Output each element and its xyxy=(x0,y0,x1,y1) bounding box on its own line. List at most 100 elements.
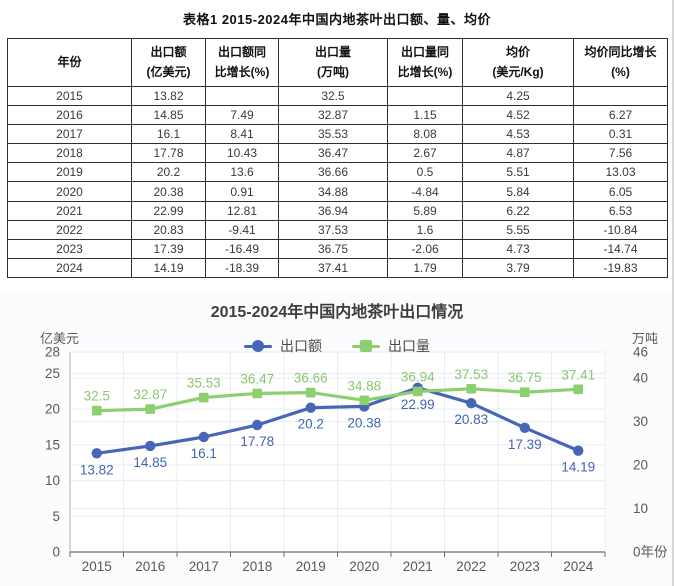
table-cell xyxy=(205,85,279,107)
data-point-出口额-2024[interactable] xyxy=(573,445,584,456)
table-row: 2021 22.99 12.81 36.94 5.89 6.22 6.53 xyxy=(7,200,668,221)
table-cell: 34.88 xyxy=(278,181,388,202)
data-label-出口量: 37.53 xyxy=(454,367,488,382)
data-point-出口额-2019[interactable] xyxy=(305,402,316,413)
table-cell: 5.55 xyxy=(462,219,574,240)
table-row: 2017 16.1 8.41 35.53 8.08 4.53 0.31 xyxy=(7,124,668,145)
table-cell: 2017 xyxy=(7,124,132,145)
table-head: 年份 出口额 (亿美元) 出口额同 比增长(%) 出口量 (万吨) 出口量同 比增长(%) 均价(… xyxy=(7,38,668,87)
table-cell: 16.1 xyxy=(131,124,206,145)
data-point-出口量-2021[interactable] xyxy=(412,386,423,397)
data-point-出口量-2024[interactable] xyxy=(573,384,584,395)
table-cell: 1.6 xyxy=(387,219,463,240)
data-label-出口额: 14.85 xyxy=(133,455,167,470)
table-cell: 17.78 xyxy=(131,143,206,164)
left-axis-tick-label: 0 xyxy=(52,545,60,560)
legend-label: 出口量 xyxy=(388,338,430,354)
table-header-row: 年份 出口额 (亿美元) 出口额同 比增长(%) 出口量 (万吨) 出口量同 比增长(%) 均价(… xyxy=(7,38,668,87)
table-cell: 4.52 xyxy=(462,105,574,126)
data-label-出口量: 37.41 xyxy=(561,367,595,382)
right-axis-tick-label: 10 xyxy=(633,501,648,516)
column-header: 均价 (美元/Kg) xyxy=(462,38,574,87)
legend-item-出口额[interactable]: 出口额 xyxy=(244,336,322,356)
table-cell: -10.84 xyxy=(573,219,668,240)
series-line-出口额 xyxy=(95,386,580,455)
x-axis-category-label: 2016 xyxy=(135,559,165,574)
circle-marker-icon xyxy=(244,339,272,353)
x-axis-category-label: 2023 xyxy=(510,559,540,574)
data-point-出口额-2018[interactable] xyxy=(252,419,263,431)
table-cell: 12.81 xyxy=(205,200,279,221)
table-cell: 4.53 xyxy=(462,124,574,145)
data-label-出口额: 16.1 xyxy=(191,446,217,461)
table-cell: 36.94 xyxy=(278,200,388,221)
data-point-出口量-2016[interactable] xyxy=(145,404,156,414)
data-point-出口量-2017[interactable] xyxy=(198,392,209,403)
data-point-出口量-2018[interactable] xyxy=(252,388,263,399)
data-label-出口额: 14.19 xyxy=(561,460,595,475)
data-label-出口量: 32.5 xyxy=(84,389,110,404)
table-cell: 6.05 xyxy=(573,181,668,202)
x-axis-category-label: 2022 xyxy=(456,559,486,574)
table-cell: 35.53 xyxy=(278,124,388,145)
x-axis-category-label: 2020 xyxy=(349,559,379,574)
table-cell: 4.73 xyxy=(462,238,574,259)
table-cell: 2016 xyxy=(7,105,132,126)
table-cell: 4.25 xyxy=(462,85,574,107)
data-point-出口量-2019[interactable] xyxy=(305,387,316,398)
left-axis-tick-label: 10 xyxy=(45,473,60,488)
data-point-出口额-2016[interactable] xyxy=(145,440,156,452)
data-point-出口额-2023[interactable] xyxy=(519,422,530,433)
table-cell: 5.84 xyxy=(462,181,574,202)
left-axis-tick-label: 15 xyxy=(45,437,60,452)
right-axis-unit-label: 万吨 xyxy=(631,331,658,346)
table-cell: 22.99 xyxy=(131,200,206,221)
x-axis-category-label: 2021 xyxy=(403,559,433,574)
table-cell: 37.53 xyxy=(278,219,388,240)
data-label-出口量: 36.94 xyxy=(401,369,435,384)
right-axis-tick-label: 30 xyxy=(633,414,648,429)
table-cell: 13.82 xyxy=(131,85,206,107)
data-label-出口量: 34.88 xyxy=(347,378,381,393)
data-label-出口额: 20.2 xyxy=(298,417,324,432)
table-row: 2015 13.82 32.5 4.25 xyxy=(7,85,668,107)
table-cell: 32.5 xyxy=(278,85,388,107)
legend-item-出口量[interactable]: 出口量 xyxy=(352,336,430,356)
chart-legend: 出口额 出口量 xyxy=(0,336,674,356)
data-label-出口量: 36.66 xyxy=(294,371,328,386)
table-cell: 14.85 xyxy=(131,105,206,126)
data-point-出口量-2020[interactable] xyxy=(359,395,370,406)
table-cell: 5.51 xyxy=(462,162,574,183)
table-cell xyxy=(573,85,668,107)
x-axis-category-label: 2024 xyxy=(563,559,594,574)
data-point-出口额-2017[interactable] xyxy=(198,431,209,443)
data-point-出口量-2023[interactable] xyxy=(519,387,530,398)
data-label-出口额: 17.78 xyxy=(240,434,274,449)
table-cell: 13.6 xyxy=(205,162,279,183)
table-cell: 2.67 xyxy=(387,143,463,164)
table-cell: 2022 xyxy=(7,219,132,240)
column-header: 年份 xyxy=(7,38,132,87)
left-axis-tick-label: 20 xyxy=(45,402,60,417)
left-axis-tick-label: 25 xyxy=(45,366,60,381)
table-cell: -2.06 xyxy=(387,238,463,259)
table-cell: 1.79 xyxy=(387,257,463,278)
table-cell: 0.31 xyxy=(573,124,668,145)
data-point-出口量-2022[interactable] xyxy=(466,384,477,394)
table-cell: -16.49 xyxy=(205,238,279,259)
table-title: 表格1 2015-2024年中国内地茶叶出口额、量、均价 xyxy=(182,12,491,27)
data-label-出口额: 13.82 xyxy=(80,462,114,477)
window-edge-divider xyxy=(672,0,674,586)
data-point-出口额-2015[interactable] xyxy=(91,448,102,459)
chart-section: 0 5 10 15 20 25 28 0年份 10 20 30 40 46 2015 2016 2017 201… xyxy=(0,292,674,586)
table-cell: 20.83 xyxy=(131,219,206,240)
right-axis-tick-label: 20 xyxy=(633,458,648,473)
column-header: 出口额 (亿美元) xyxy=(131,38,206,87)
table-cell: 10.43 xyxy=(205,143,279,164)
data-point-出口量-2015[interactable] xyxy=(91,405,102,416)
table-row: 2016 14.85 7.49 32.87 1.15 4.52 6.27 xyxy=(7,105,668,126)
data-point-出口额-2022[interactable] xyxy=(466,398,477,409)
table-cell: 2021 xyxy=(7,200,132,221)
table-cell: 7.56 xyxy=(573,143,668,164)
